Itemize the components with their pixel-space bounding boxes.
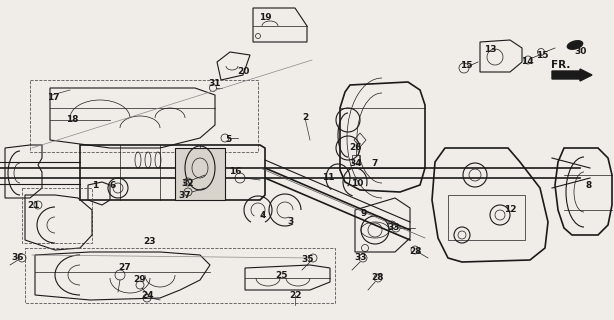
Text: 10: 10 (351, 179, 363, 188)
Text: 9: 9 (361, 209, 367, 218)
Text: 15: 15 (536, 51, 548, 60)
Text: 19: 19 (258, 13, 271, 22)
Text: 36: 36 (12, 253, 24, 262)
Text: 23: 23 (144, 237, 156, 246)
Text: 14: 14 (521, 58, 534, 67)
Text: 27: 27 (119, 263, 131, 273)
Text: 31: 31 (209, 78, 221, 87)
Text: 11: 11 (322, 173, 334, 182)
Polygon shape (175, 148, 225, 200)
Text: 29: 29 (134, 276, 146, 284)
Text: 3: 3 (288, 218, 294, 227)
Text: 17: 17 (47, 93, 60, 102)
Bar (30, 80, 258, 152)
Text: 7: 7 (372, 158, 378, 167)
Bar (25, 248, 335, 303)
Text: 12: 12 (503, 205, 516, 214)
Text: 21: 21 (27, 201, 39, 210)
Text: 25: 25 (274, 270, 287, 279)
Text: FR.: FR. (551, 60, 570, 70)
Text: 18: 18 (66, 116, 78, 124)
Text: 33: 33 (355, 253, 367, 262)
Text: 37: 37 (179, 190, 192, 199)
Text: 35: 35 (301, 255, 314, 265)
FancyArrow shape (552, 69, 592, 81)
Text: 13: 13 (484, 45, 496, 54)
Text: 33: 33 (388, 223, 400, 233)
Text: 34: 34 (350, 158, 362, 167)
Ellipse shape (567, 41, 583, 49)
Text: 24: 24 (142, 291, 154, 300)
Text: 20: 20 (237, 68, 249, 76)
Text: 6: 6 (110, 181, 116, 190)
Text: 28: 28 (371, 274, 384, 283)
Text: 16: 16 (229, 167, 241, 177)
Bar (352, 155, 360, 163)
Text: 4: 4 (260, 211, 266, 220)
Text: 30: 30 (575, 47, 587, 57)
Text: 5: 5 (225, 135, 231, 145)
Text: 15: 15 (460, 60, 472, 69)
Text: 22: 22 (289, 291, 301, 300)
Text: 26: 26 (350, 143, 362, 153)
Text: 32: 32 (182, 179, 194, 188)
Text: 28: 28 (409, 247, 421, 257)
Text: 1: 1 (92, 180, 98, 189)
Bar (22, 188, 92, 243)
Text: 2: 2 (302, 114, 308, 123)
Text: 8: 8 (586, 180, 592, 189)
